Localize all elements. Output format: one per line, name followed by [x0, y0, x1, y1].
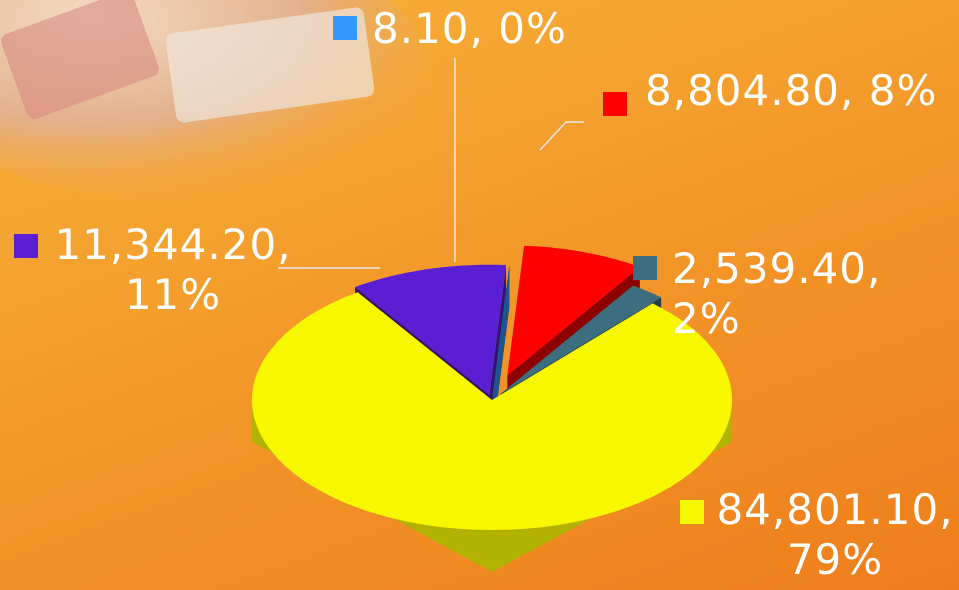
label-marker — [333, 16, 357, 40]
slice — [507, 245, 640, 376]
label-marker — [633, 256, 657, 280]
data-label: 8,804.80, 8% — [645, 66, 938, 115]
label-marker — [603, 92, 627, 116]
slice — [252, 292, 732, 530]
slice — [355, 264, 506, 395]
banknotes — [165, 7, 375, 123]
data-label: 8.10, 0% — [372, 4, 567, 53]
data-label: 84,801.10, 79% — [716, 485, 954, 584]
label-marker — [680, 500, 704, 524]
slice-side — [252, 400, 732, 572]
slice-edge — [492, 264, 510, 437]
banknotes — [1, 0, 159, 119]
pie-tops — [252, 245, 732, 530]
label-marker — [14, 234, 38, 258]
leader-line — [539, 121, 584, 151]
data-label: 2,539.40, 2% — [672, 244, 882, 343]
slice — [500, 285, 662, 395]
data-label: 11,344.20, 11% — [54, 220, 292, 319]
slice — [492, 264, 510, 395]
